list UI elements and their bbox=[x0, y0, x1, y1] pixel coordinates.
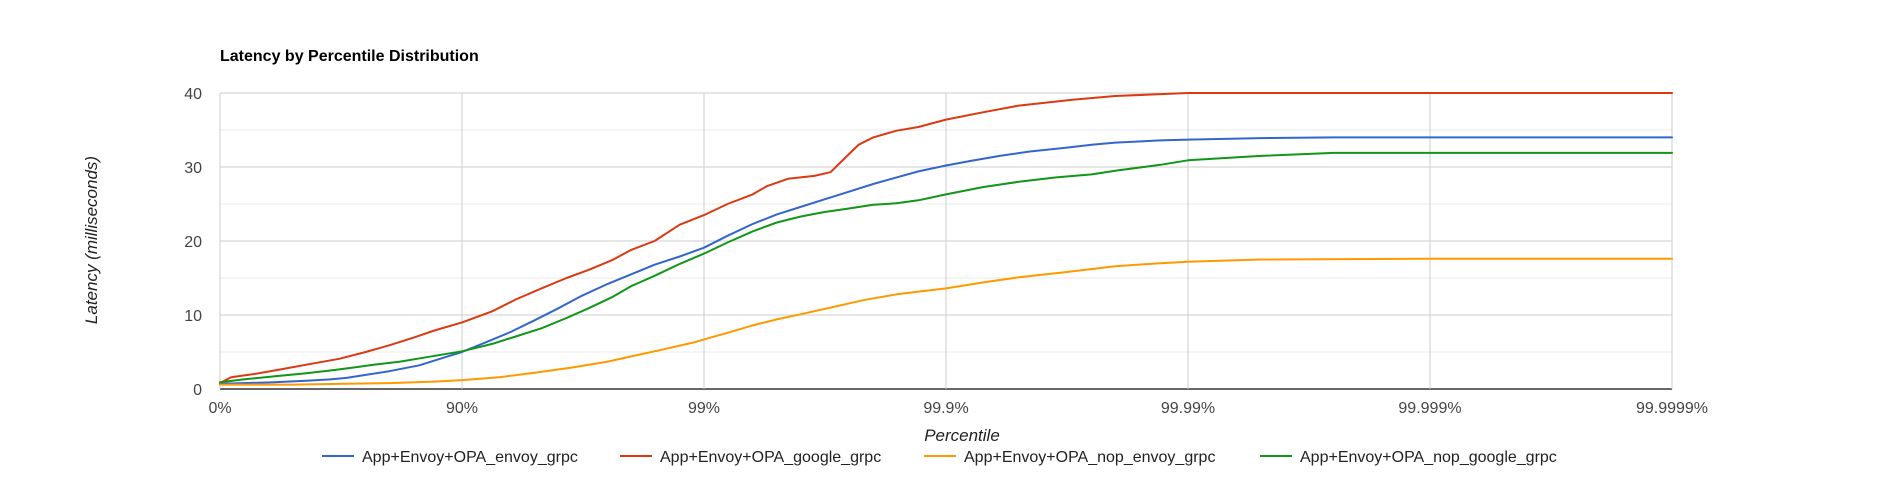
y-axis-ticks: 0 10 20 30 40 bbox=[184, 86, 202, 399]
legend-label: App+Envoy+OPA_envoy_grpc bbox=[362, 449, 578, 466]
x-tick-label: 99.9999% bbox=[1636, 400, 1708, 417]
x-tick-label: 99.9% bbox=[923, 400, 968, 417]
legend: App+Envoy+OPA_envoy_grpc App+Envoy+OPA_go… bbox=[322, 449, 1557, 466]
x-axis-title: Percentile bbox=[924, 426, 1000, 445]
y-tick-label: 40 bbox=[184, 86, 202, 103]
y-tick-label: 0 bbox=[193, 382, 202, 399]
y-tick-label: 20 bbox=[184, 234, 202, 251]
series-layer bbox=[219, 92, 1673, 386]
x-tick-label: 99.999% bbox=[1398, 400, 1461, 417]
legend-label: App+Envoy+OPA_google_grpc bbox=[660, 449, 881, 466]
series-line-1 bbox=[219, 136, 1673, 385]
chart-title: Latency by Percentile Distribution bbox=[220, 48, 479, 65]
series-line-2 bbox=[219, 92, 1673, 385]
y-tick-label: 30 bbox=[184, 160, 202, 177]
x-tick-label: 0% bbox=[208, 400, 231, 417]
x-axis-ticks: 0% 90% 99% 99.9% 99.99% 99.999% 99.9999% bbox=[208, 400, 1708, 417]
series-line-4 bbox=[219, 151, 1673, 384]
grid-layer bbox=[219, 92, 1673, 390]
x-tick-label: 90% bbox=[446, 400, 478, 417]
y-tick-label: 10 bbox=[184, 308, 202, 325]
x-tick-label: 99% bbox=[688, 400, 720, 417]
legend-label: App+Envoy+OPA_nop_google_grpc bbox=[1300, 449, 1557, 466]
legend-label: App+Envoy+OPA_nop_envoy_grpc bbox=[964, 449, 1215, 466]
y-axis-title: Latency (milliseconds) bbox=[82, 156, 101, 324]
series-line-3 bbox=[219, 257, 1673, 386]
x-tick-label: 99.99% bbox=[1161, 400, 1215, 417]
